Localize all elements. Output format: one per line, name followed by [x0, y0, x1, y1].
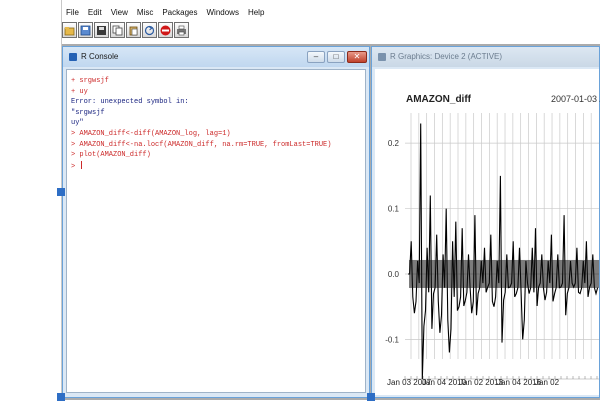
graphics-title-bar[interactable]: R Graphics: Device 2 (ACTIVE)	[372, 47, 599, 67]
console-line-text: >	[71, 162, 80, 171]
console-window[interactable]: R Console – □ ✕ + srgwsjf + uy Error: unex…	[62, 46, 370, 398]
series-line	[408, 123, 599, 380]
print-icon	[177, 25, 186, 35]
save-workspace-icon	[97, 25, 106, 35]
console-line-text: > AMAZON_diff<-diff(AMAZON_log, lag=1)	[71, 129, 231, 138]
minimize-button[interactable]: –	[307, 51, 325, 63]
graphics-window[interactable]: R Graphics: Device 2 (ACTIVE) 0.2 0.1 0.0 -…	[371, 46, 600, 398]
y-tick-label: -0.1	[385, 335, 399, 344]
resize-handle-bottom[interactable]	[367, 393, 375, 401]
console-output-line: Error: unexpected symbol in:	[71, 97, 365, 108]
console-input-line: > AMAZON_diff<-na.locf(AMAZON_diff, na.r…	[71, 140, 365, 151]
console-line-text: Error: unexpected symbol in:	[71, 98, 189, 107]
x-tick-label: Jan 02	[535, 378, 560, 387]
menu-bar: File Edit View Misc Packages Windows Help	[62, 6, 269, 20]
console-output-line: uy"	[71, 118, 365, 129]
plot-date-range: 2007-01-03 /	[551, 94, 600, 104]
copy-icon	[112, 25, 123, 35]
maximize-button[interactable]: □	[327, 51, 345, 63]
menu-edit[interactable]: Edit	[87, 8, 102, 17]
console-output-line: "srgwsjf	[71, 108, 365, 119]
x-tick-label: Jan 02 2013	[459, 378, 504, 387]
volatility-band	[409, 259, 599, 288]
console-line-text: uy"	[71, 119, 84, 128]
r-console-icon	[69, 53, 77, 61]
console-line-text: > plot(AMAZON_diff)	[71, 151, 151, 160]
x-tick-label: Jan 03 2007	[387, 378, 432, 387]
paste-button[interactable]	[126, 22, 141, 38]
console-input-line: > plot(AMAZON_diff)	[71, 150, 365, 161]
console-output[interactable]: + srgwsjf + uy Error: unexpected symbol in…	[66, 69, 366, 393]
console-line-text: "srgwsjf	[71, 108, 105, 117]
console-input-line: > AMAZON_diff<-diff(AMAZON_log, lag=1)	[71, 129, 365, 140]
console-line-text: + srgwsjf	[71, 77, 109, 85]
console-title-bar[interactable]: R Console – □ ✕	[63, 47, 369, 67]
toolbar	[62, 22, 189, 40]
menu-help[interactable]: Help	[247, 8, 265, 17]
text-cursor	[81, 160, 83, 169]
stop-icon	[160, 25, 171, 35]
resize-handle-left[interactable]	[57, 188, 65, 196]
console-line-text: + uy	[71, 87, 88, 96]
open-script-icon	[64, 26, 75, 35]
console-input-line: + srgwsjf	[71, 76, 365, 87]
copy-paste-button[interactable]	[142, 22, 157, 38]
menu-windows[interactable]: Windows	[206, 8, 239, 17]
copy-paste-icon	[144, 25, 155, 35]
stop-button[interactable]	[158, 22, 173, 38]
print-button[interactable]	[174, 22, 189, 38]
menu-packages[interactable]: Packages	[162, 8, 198, 17]
save-workspace-button[interactable]	[94, 22, 109, 38]
desktop-edge	[0, 0, 62, 400]
menu-view[interactable]: View	[110, 8, 128, 17]
graphics-title: R Graphics: Device 2 (ACTIVE)	[390, 52, 503, 61]
plot-area: 0.2 0.1 0.0 -0.1 Jan 03 2007 Jan 04 2010 Jan 0…	[375, 69, 600, 395]
resize-handle-bottom-left[interactable]	[57, 393, 65, 401]
open-script-button[interactable]	[62, 22, 77, 38]
y-tick-label: 0.2	[388, 139, 400, 148]
console-title: R Console	[81, 52, 119, 61]
paste-icon	[129, 26, 138, 35]
y-tick-label: 0.1	[388, 205, 400, 214]
close-button[interactable]: ✕	[347, 51, 367, 63]
menu-misc[interactable]: Misc	[136, 8, 154, 17]
x-tick-label: Jan 04 2010	[422, 378, 467, 387]
menu-file[interactable]: File	[66, 8, 79, 17]
console-input-line: >	[71, 160, 365, 173]
x-tick-label: Jan 04 2016	[497, 378, 542, 387]
y-tick-label: 0.0	[388, 270, 400, 279]
plot-title: AMAZON_diff	[406, 94, 471, 105]
load-workspace-icon	[80, 25, 91, 35]
copy-button[interactable]	[110, 22, 125, 38]
r-graphics-icon	[378, 53, 386, 61]
load-workspace-button[interactable]	[78, 22, 93, 38]
console-line-text: > AMAZON_diff<-na.locf(AMAZON_diff, na.r…	[71, 140, 332, 149]
console-input-line: + uy	[71, 87, 365, 98]
